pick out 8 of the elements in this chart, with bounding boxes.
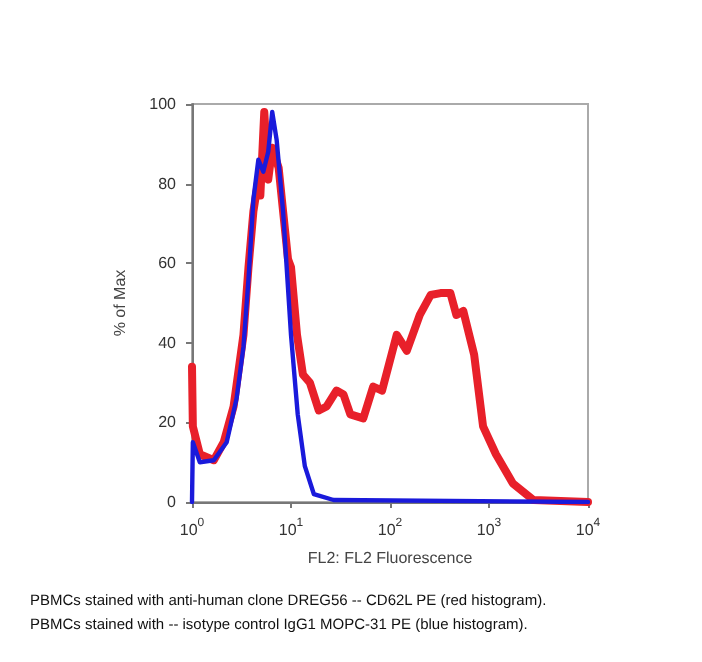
y-tick-label: 60: [158, 254, 178, 273]
y-axis-title: % of Max: [110, 269, 129, 337]
y-tick-label: 100: [149, 95, 178, 113]
y-tick-label: 40: [158, 333, 178, 352]
y-tick-label: 0: [167, 493, 178, 511]
y-tick-label: 80: [158, 174, 178, 193]
y-tick-label: 20: [158, 413, 178, 432]
x-axis-title: FL2: FL2 Fluorescence: [307, 549, 474, 567]
